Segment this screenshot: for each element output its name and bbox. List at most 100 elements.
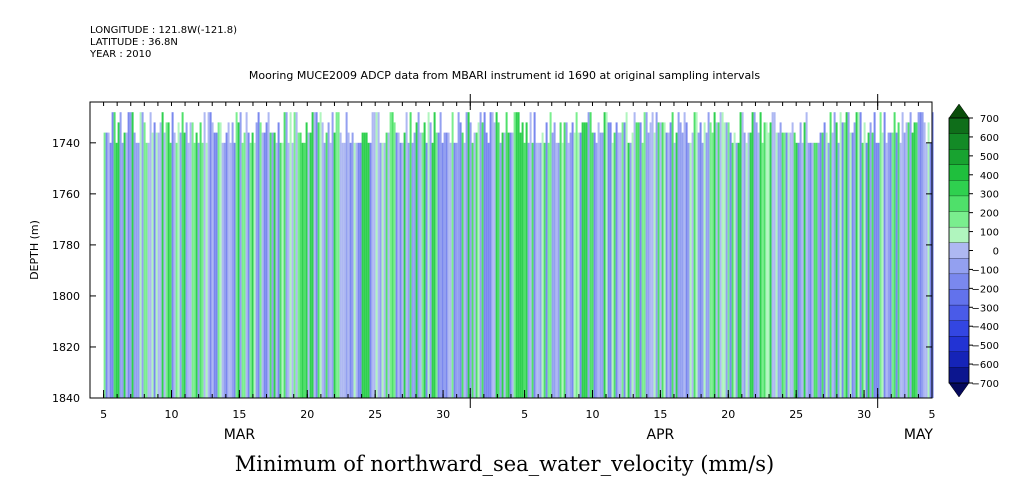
heatmap-stripe [445,132,448,398]
colorbar-max-arrow [948,103,970,119]
heatmap-stripe [201,142,204,398]
heatmap-stripe [897,122,900,399]
heatmap-stripe [707,112,710,398]
y-tick-label: 1800 [52,290,80,303]
heatmap-stripe [649,122,652,399]
heatmap-stripe [443,132,446,398]
heatmap-stripe [671,112,674,398]
heatmap-stripe [241,142,244,398]
heatmap-stripe [673,142,676,398]
colorbar-swatch [948,351,970,368]
heatmap-stripe [303,142,306,398]
heatmap-stripe [249,142,252,398]
heatmap-stripe [801,142,804,398]
heatmap-stripe [189,122,192,399]
heatmap-stripe [307,132,310,398]
heatmap-stripe [863,122,866,399]
x-tick-label: 25 [368,408,382,421]
heatmap-stripe [771,112,774,398]
heatmap-stripe [711,132,714,398]
heatmap-stripe [817,142,820,398]
heatmap-stripe [689,142,692,398]
heatmap-stripe [757,132,760,398]
heatmap-stripe [477,122,480,399]
heatmap-stripe [345,112,348,398]
heatmap-stripe [245,112,248,398]
heatmap-stripe [889,132,892,398]
heatmap-stripe [789,132,792,398]
heatmap-stripe [331,112,334,398]
colorbar-swatch [948,117,970,135]
heatmap-stripe [277,122,280,399]
heatmap-stripe [391,112,394,398]
heatmap-stripe [713,112,716,398]
heatmap-stripe [333,132,336,398]
heatmap-layer [103,112,934,399]
heatmap-stripe [323,142,326,398]
heatmap-stripe [167,122,170,399]
heatmap-stripe [407,142,410,398]
heatmap-stripe [657,122,660,399]
heatmap-stripe [667,132,670,398]
heatmap-stripe [515,112,518,398]
heatmap-stripe [895,132,898,398]
heatmap-stripe [535,142,538,398]
heatmap-stripe [235,112,238,398]
heatmap-stripe [901,112,904,398]
heatmap-stripe [221,142,224,398]
heatmap-stripe [371,112,374,398]
heatmap-stripe [837,142,840,398]
heatmap-stripe [315,112,318,398]
heatmap-stripe [809,142,812,398]
heatmap-stripe [501,132,504,398]
heatmap-stripe [747,132,750,398]
heatmap-stripe [199,122,202,399]
x-tick-label: 30 [857,408,871,421]
heatmap-stripe [163,132,166,398]
heatmap-stripe [543,142,546,398]
heatmap-stripe [583,122,586,399]
heatmap-stripe [931,112,934,398]
heatmap-stripe [467,112,470,398]
heatmap-stripe [763,122,766,399]
heatmap-stripe [587,112,590,398]
heatmap-stripe [565,122,568,399]
heatmap-stripe [615,122,618,399]
colorbar-level-label: −600 [972,360,999,371]
heatmap-stripe [537,142,540,398]
heatmap-stripe [305,122,308,399]
colorbar-level-label: 500 [980,152,999,163]
colorbar-swatch [948,367,970,384]
colorbar-level-label: −700 [972,379,999,390]
heatmap-stripe [413,132,416,398]
colorbar-level-label: 100 [980,228,999,239]
heatmap-stripe [153,122,156,399]
heatmap-stripe [429,122,432,399]
heatmap-stripe [143,122,146,399]
heatmap-stripe [525,122,528,399]
heatmap-stripe [729,132,732,398]
heatmap-stripe [881,132,884,398]
heatmap-stripe [875,142,878,398]
heatmap-stripe [419,132,422,398]
heatmap-stripe [717,122,720,399]
heatmap-stripe [847,112,850,398]
colorbar-level-label: −400 [972,322,999,333]
year-label: YEAR : 2010 [90,49,152,60]
heatmap-stripe [619,132,622,398]
heatmap-stripe [915,122,918,399]
heatmap-stripe [821,132,824,398]
heatmap-stripe [255,122,258,399]
heatmap-stripe [279,142,282,398]
heatmap-stripe [105,132,108,398]
heatmap-stripe [697,132,700,398]
colorbar-level-label: −200 [972,284,999,295]
axes-layer: 1740 1760 1780 1800 1820 1840 5 10 15 20 25 30 5 10 15… [52,94,936,443]
heatmap-stripe [181,112,184,398]
colorbar-min-arrow [948,382,970,398]
heatmap-stripe [913,122,916,399]
heatmap-stripe [157,132,160,398]
x-tick-label: 15 [653,408,667,421]
heatmap-stripe [339,132,342,398]
